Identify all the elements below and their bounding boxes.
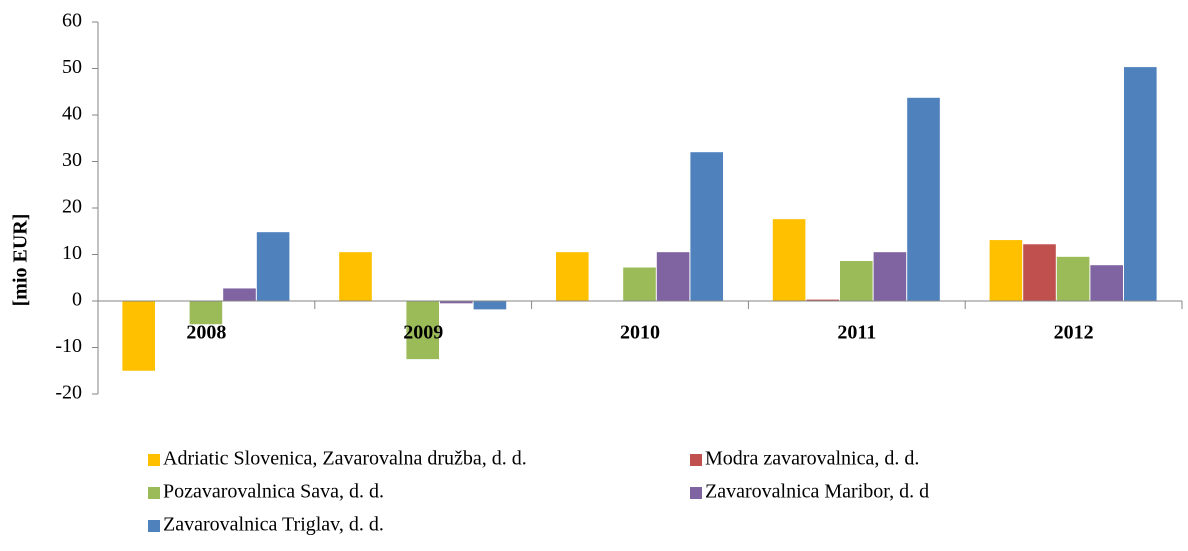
bar (907, 97, 940, 301)
bar (1023, 244, 1056, 301)
bar (690, 152, 724, 301)
bar (339, 252, 372, 301)
y-tick-label: 40 (62, 103, 82, 125)
y-tick-label: 60 (62, 10, 82, 32)
bar (122, 301, 155, 371)
x-tick-label: 2009 (403, 322, 443, 344)
bar (473, 301, 507, 310)
y-tick-label: 50 (62, 56, 82, 78)
legend-label: Pozavarovalnica Sava, d. d. (163, 481, 384, 503)
y-tick-label: 30 (62, 149, 82, 171)
legend-swatch (690, 487, 702, 499)
y-tick-label: 0 (72, 289, 82, 311)
x-tick-label: 2012 (1054, 322, 1094, 344)
legend-swatch (690, 454, 702, 466)
y-tick-label: -10 (55, 335, 82, 357)
bar (873, 252, 907, 301)
bar (989, 240, 1023, 301)
legend-label: Modra zavarovalnica, d. d. (705, 448, 919, 470)
bar (1090, 265, 1124, 301)
y-axis-label: [mio EUR] (10, 214, 32, 307)
bar (406, 301, 440, 360)
x-tick-label: 2011 (837, 322, 876, 344)
bar (656, 252, 690, 301)
bar (1056, 256, 1090, 301)
legend-swatch (148, 520, 160, 532)
x-tick-label: 2008 (186, 322, 226, 344)
bar (256, 232, 290, 301)
x-tick-label: 2010 (620, 322, 660, 344)
bar (1124, 67, 1157, 301)
y-tick-label: 10 (62, 242, 82, 264)
bar (806, 299, 839, 301)
bar (839, 261, 873, 301)
y-tick-label: 20 (62, 196, 82, 218)
legend-label: Zavarovalnica Maribor, d. d (705, 481, 929, 503)
legend-label: Zavarovalnica Triglav, d. d. (163, 514, 384, 536)
legend-swatch (148, 487, 160, 499)
legend-label: Adriatic Slovenica, Zavarovalna družba, … (163, 448, 527, 470)
bar (189, 301, 223, 325)
bar (440, 301, 473, 304)
bar (223, 288, 256, 301)
y-tick-label: -20 (55, 382, 82, 404)
bar (772, 219, 806, 301)
legend-swatch (148, 454, 160, 466)
bar (555, 252, 589, 301)
bar (623, 267, 656, 301)
